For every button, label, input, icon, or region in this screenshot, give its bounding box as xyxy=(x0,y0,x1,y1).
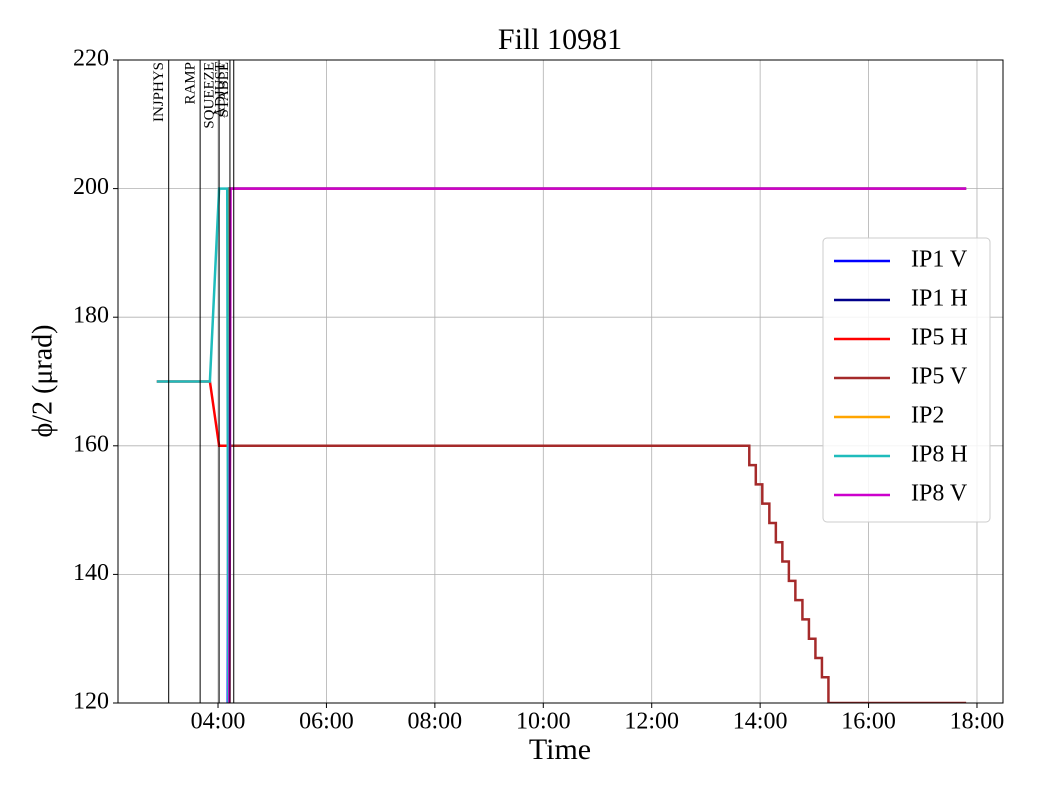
chart-title: Fill 10981 xyxy=(498,23,622,56)
y-tick-label: 200 xyxy=(73,174,109,200)
legend-label: IP8 V xyxy=(911,481,968,507)
x-tick-label: 04:00 xyxy=(191,709,246,735)
y-tick-label: 180 xyxy=(73,303,109,329)
event-label: ADJUST xyxy=(212,62,228,118)
legend-frame xyxy=(822,237,991,523)
legend-label: IP1 V xyxy=(911,247,968,273)
y-tick-label: 120 xyxy=(73,689,109,715)
legend-label: IP5 H xyxy=(911,325,968,351)
y-tick-label: 140 xyxy=(73,560,109,586)
event-label: INJPHYS xyxy=(151,62,167,122)
x-tick-label: 16:00 xyxy=(841,709,896,735)
x-tick-label: 08:00 xyxy=(408,709,463,735)
legend-label: IP8 H xyxy=(911,442,968,468)
x-tick-label: 12:00 xyxy=(624,709,679,735)
legend-label: IP1 H xyxy=(911,286,968,312)
x-axis-label: Time xyxy=(529,733,591,766)
y-tick-label: 220 xyxy=(73,46,109,72)
y-tick-label: 160 xyxy=(73,431,109,457)
event-label: STABLE xyxy=(216,62,232,117)
x-tick-label: 18:00 xyxy=(950,709,1005,735)
series-line xyxy=(156,380,750,448)
series-line xyxy=(227,444,967,703)
x-tick-label: 06:00 xyxy=(299,709,354,735)
event-label: SQUEEZE xyxy=(202,62,218,129)
y-axis-label: ϕ/2 (μrad) xyxy=(27,325,58,438)
legend-label: IP2 xyxy=(911,403,944,429)
event-label: RAMP xyxy=(183,62,199,105)
x-tick-label: 14:00 xyxy=(733,709,788,735)
legend-label: IP5 V xyxy=(911,364,968,390)
x-tick-label: 10:00 xyxy=(516,709,571,735)
plot-frame xyxy=(117,59,1004,704)
